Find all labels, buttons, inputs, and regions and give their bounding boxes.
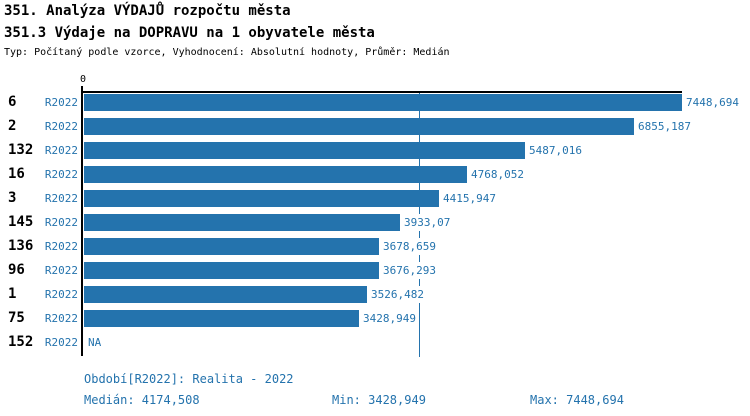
bar-value-label: 4768,052: [469, 166, 526, 183]
row-period-label: R2022: [44, 144, 78, 157]
row-category-label: 6: [8, 94, 17, 110]
chart-row: 132 R2022 5487,016: [0, 140, 750, 164]
row-period-label: R2022: [44, 336, 78, 349]
row-category-label: 75: [8, 310, 25, 326]
bar-value-label: 5487,016: [527, 142, 584, 159]
chart-meta-line: Typ: Počítaný podle vzorce, Vyhodnocení:…: [4, 47, 450, 58]
bar: [84, 238, 379, 255]
row-category-label: 16: [8, 166, 25, 182]
row-period-label: R2022: [44, 96, 78, 109]
bar: [84, 262, 379, 279]
row-period-label: R2022: [44, 288, 78, 301]
bar-value-label: 7448,694: [684, 94, 741, 111]
row-category-label: 132: [8, 142, 34, 158]
footer-period-label: Období[R2022]: Realita - 2022: [84, 372, 294, 386]
row-period-label: R2022: [44, 192, 78, 205]
x-axis-zero-tick-label: 0: [79, 74, 87, 85]
page-title: 351. Analýza VÝDAJŮ rozpočtu města: [4, 3, 291, 19]
row-category-label: 3: [8, 190, 17, 206]
chart-row: 3 R2022 4415,947: [0, 188, 750, 212]
row-period-label: R2022: [44, 168, 78, 181]
chart-row: 136 R2022 3678,659: [0, 236, 750, 260]
row-category-label: 145: [8, 214, 34, 230]
bar-value-label: 3676,293: [381, 262, 438, 279]
bar-value-label: 6855,187: [636, 118, 693, 135]
bar: [84, 166, 467, 183]
bar-value-label: 3428,949: [361, 310, 418, 327]
page-subtitle-indicator: 351.3 Výdaje na DOPRAVU na 1 obyvatele m…: [4, 25, 375, 41]
bar-value-label: 4415,947: [441, 190, 498, 207]
chart-row: 6 R2022 7448,694: [0, 92, 750, 116]
row-category-label: 136: [8, 238, 34, 254]
chart-row: 1 R2022 3526,482: [0, 284, 750, 308]
chart-row: 145 R2022 3933,07: [0, 212, 750, 236]
row-period-label: R2022: [44, 120, 78, 133]
chart-row: 75 R2022 3428,949: [0, 308, 750, 332]
bar: [84, 94, 682, 111]
bar: [84, 142, 525, 159]
footer-median-label: Medián: 4174,508: [84, 393, 200, 407]
bar-chart-rows: 6 R2022 7448,694 2 R2022 6855,187 132 R2022 5487…: [0, 92, 750, 356]
row-category-label: 1: [8, 286, 17, 302]
chart-row: 16 R2022 4768,052: [0, 164, 750, 188]
row-category-label: 2: [8, 118, 17, 134]
bar-value-label: NA: [86, 334, 104, 351]
bar: [84, 118, 634, 135]
row-category-label: 152: [8, 334, 34, 350]
row-period-label: R2022: [44, 312, 78, 325]
chart-row: 2 R2022 6855,187: [0, 116, 750, 140]
bar: [84, 214, 400, 231]
footer-min-label: Min: 3428,949: [332, 393, 426, 407]
bar: [84, 310, 359, 327]
bar: [84, 286, 367, 303]
chart-row: 152 R2022 NA: [0, 332, 750, 356]
x-axis-line: [81, 91, 682, 93]
row-period-label: R2022: [44, 216, 78, 229]
chart-row: 96 R2022 3676,293: [0, 260, 750, 284]
bar-value-label: 3526,482: [369, 286, 426, 303]
row-period-label: R2022: [44, 264, 78, 277]
y-axis-line: [81, 86, 83, 356]
footer-max-label: Max: 7448,694: [530, 393, 624, 407]
bar: [84, 190, 439, 207]
bar-value-label: 3678,659: [381, 238, 438, 255]
row-period-label: R2022: [44, 240, 78, 253]
bar-value-label: 3933,07: [402, 214, 453, 231]
row-category-label: 96: [8, 262, 25, 278]
